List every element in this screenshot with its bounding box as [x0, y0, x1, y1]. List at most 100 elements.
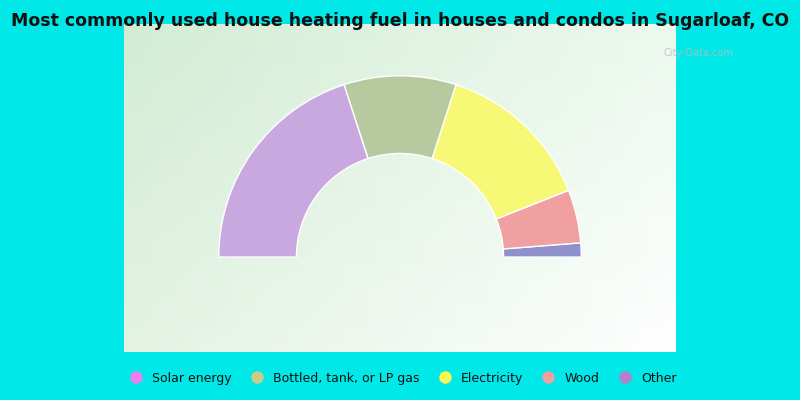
Polygon shape: [510, 24, 520, 352]
Polygon shape: [649, 24, 658, 352]
Polygon shape: [124, 90, 676, 98]
Polygon shape: [502, 24, 510, 352]
Polygon shape: [400, 24, 410, 352]
Polygon shape: [529, 24, 538, 352]
Polygon shape: [465, 24, 474, 352]
Polygon shape: [124, 139, 676, 147]
Polygon shape: [124, 254, 676, 262]
Wedge shape: [503, 243, 582, 257]
Polygon shape: [188, 24, 198, 352]
Polygon shape: [317, 24, 326, 352]
Text: City-Data.com: City-Data.com: [664, 48, 734, 58]
Polygon shape: [418, 24, 428, 352]
Polygon shape: [547, 24, 557, 352]
Polygon shape: [667, 24, 676, 352]
Polygon shape: [124, 163, 676, 172]
Polygon shape: [124, 229, 676, 237]
Polygon shape: [124, 311, 676, 319]
Polygon shape: [124, 155, 676, 164]
Polygon shape: [124, 336, 676, 344]
Polygon shape: [206, 24, 216, 352]
Polygon shape: [262, 24, 271, 352]
Wedge shape: [218, 85, 368, 257]
Polygon shape: [124, 188, 676, 196]
Polygon shape: [170, 24, 179, 352]
Polygon shape: [382, 24, 390, 352]
Polygon shape: [124, 24, 133, 352]
Polygon shape: [124, 294, 676, 303]
Polygon shape: [179, 24, 188, 352]
Polygon shape: [124, 32, 676, 40]
Polygon shape: [124, 278, 676, 286]
Polygon shape: [437, 24, 446, 352]
Polygon shape: [124, 172, 676, 180]
Polygon shape: [566, 24, 575, 352]
Polygon shape: [390, 24, 400, 352]
Text: Most commonly used house heating fuel in houses and condos in Sugarloaf, CO: Most commonly used house heating fuel in…: [11, 12, 789, 30]
Polygon shape: [483, 24, 492, 352]
Polygon shape: [124, 196, 676, 204]
Polygon shape: [124, 65, 676, 73]
Polygon shape: [124, 213, 676, 221]
Polygon shape: [151, 24, 161, 352]
Polygon shape: [124, 262, 676, 270]
Polygon shape: [372, 24, 382, 352]
Polygon shape: [216, 24, 225, 352]
Polygon shape: [612, 24, 621, 352]
Polygon shape: [225, 24, 234, 352]
Polygon shape: [124, 319, 676, 327]
Polygon shape: [345, 24, 354, 352]
Polygon shape: [124, 221, 676, 229]
Polygon shape: [124, 303, 676, 311]
Polygon shape: [124, 24, 676, 32]
Polygon shape: [124, 106, 676, 114]
Wedge shape: [344, 76, 456, 158]
Polygon shape: [271, 24, 280, 352]
Polygon shape: [124, 57, 676, 65]
Polygon shape: [198, 24, 206, 352]
Polygon shape: [557, 24, 566, 352]
Polygon shape: [639, 24, 649, 352]
Polygon shape: [335, 24, 345, 352]
Polygon shape: [326, 24, 335, 352]
Polygon shape: [124, 204, 676, 213]
Polygon shape: [124, 270, 676, 278]
Polygon shape: [124, 114, 676, 122]
Polygon shape: [280, 24, 290, 352]
Polygon shape: [124, 81, 676, 90]
Polygon shape: [658, 24, 667, 352]
Polygon shape: [124, 130, 676, 139]
Polygon shape: [630, 24, 639, 352]
Polygon shape: [124, 147, 676, 155]
Polygon shape: [354, 24, 363, 352]
Polygon shape: [594, 24, 602, 352]
Polygon shape: [520, 24, 529, 352]
Polygon shape: [124, 49, 676, 57]
Legend: Solar energy, Bottled, tank, or LP gas, Electricity, Wood, Other: Solar energy, Bottled, tank, or LP gas, …: [118, 367, 682, 390]
Polygon shape: [621, 24, 630, 352]
Polygon shape: [253, 24, 262, 352]
Polygon shape: [124, 344, 676, 352]
Polygon shape: [124, 73, 676, 82]
Polygon shape: [363, 24, 372, 352]
Polygon shape: [298, 24, 308, 352]
Polygon shape: [575, 24, 584, 352]
Polygon shape: [474, 24, 483, 352]
Polygon shape: [308, 24, 317, 352]
Polygon shape: [124, 246, 676, 254]
Polygon shape: [142, 24, 151, 352]
Polygon shape: [124, 24, 676, 352]
Polygon shape: [290, 24, 298, 352]
Polygon shape: [538, 24, 547, 352]
Polygon shape: [446, 24, 455, 352]
Polygon shape: [124, 40, 676, 49]
Polygon shape: [124, 237, 676, 246]
Wedge shape: [432, 85, 569, 219]
Wedge shape: [496, 190, 581, 249]
Polygon shape: [124, 122, 676, 130]
Polygon shape: [234, 24, 243, 352]
Polygon shape: [243, 24, 253, 352]
Polygon shape: [584, 24, 594, 352]
Polygon shape: [455, 24, 465, 352]
Polygon shape: [124, 98, 676, 106]
